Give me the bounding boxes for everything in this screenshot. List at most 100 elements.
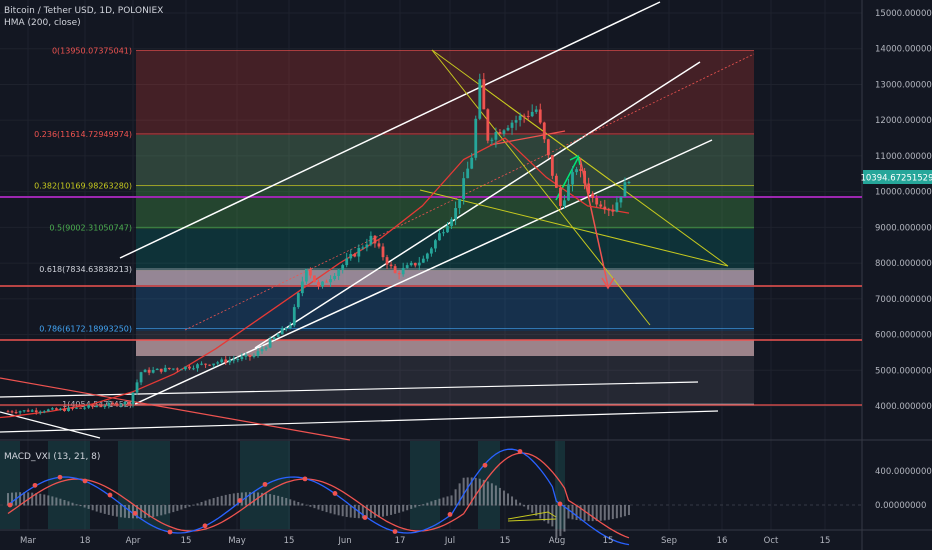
candle-body [6, 411, 10, 413]
time-tick-label: 15 [820, 536, 831, 546]
candle-body [385, 257, 389, 265]
macd-bar [176, 505, 179, 511]
candle-body [135, 382, 139, 393]
macd-bar [43, 494, 46, 506]
macd-dot [57, 474, 63, 480]
time-tick-label: May [228, 536, 246, 546]
candle-body [87, 405, 91, 408]
macd-bar [470, 477, 473, 506]
chart-symbol-title[interactable]: Bitcoin / Tether USD, 1D, POLONIEX [4, 6, 164, 16]
macd-dot [302, 476, 308, 482]
macd-bar [172, 505, 175, 513]
candle-body [95, 406, 99, 408]
candle-body [63, 408, 66, 412]
macd-zone [478, 441, 500, 529]
macd-bar [200, 501, 203, 506]
price-tick-label: 11000.00000000 [875, 152, 932, 162]
candle-body [167, 367, 171, 369]
macd-bar [551, 505, 554, 527]
macd-bar [595, 505, 598, 522]
macd-bar [490, 483, 493, 506]
candle-body [204, 363, 207, 365]
candle-body [482, 79, 486, 110]
fib-label: 0(13950.07375041) [52, 47, 132, 56]
candle-body [296, 293, 300, 308]
candle-body [397, 273, 401, 275]
macd-dot [167, 529, 173, 535]
macd-bar [269, 494, 272, 506]
resistance-zone-7834[interactable] [136, 270, 754, 285]
price-tick-label: 14000.00000000 [875, 45, 932, 55]
macd-bar [337, 505, 340, 516]
candle-body [587, 183, 591, 194]
macd-bar [123, 505, 126, 518]
macd-bar [454, 489, 457, 506]
macd-bar [446, 496, 449, 506]
candle-body [530, 111, 534, 117]
candle-body [309, 269, 312, 276]
macd-pane[interactable] [0, 441, 862, 546]
grid-lines [0, 0, 862, 530]
macd-bar [523, 505, 526, 507]
candle-body [236, 359, 240, 361]
macd-bar [579, 505, 582, 521]
hma-line[interactable] [0, 137, 630, 420]
macd-bar [365, 505, 368, 519]
candle-body [280, 328, 284, 335]
macd-bar [119, 505, 122, 518]
macd-bar [321, 505, 324, 511]
price-axis[interactable]: 15000.00000000 14000.00000000 13000.000000… [875, 9, 932, 412]
candle-body [591, 193, 595, 198]
macd-dot [202, 523, 208, 529]
candle-body [446, 226, 449, 233]
candle-body [438, 233, 441, 241]
candle-body [54, 408, 58, 410]
candle-body [325, 281, 328, 283]
candle-body [494, 131, 498, 140]
macd-bar [87, 505, 90, 509]
drawing-tools[interactable] [0, 1, 755, 441]
candles[interactable] [6, 73, 631, 415]
candle-body [563, 200, 566, 206]
candle-body [79, 407, 82, 409]
macd-indicator-label[interactable]: MACD_VXI (13, 21, 8) [4, 452, 101, 462]
macd-bar [31, 492, 34, 506]
macd-bar [341, 505, 344, 517]
macd-bar [168, 505, 171, 514]
candle-body [337, 269, 341, 276]
candle-body [429, 248, 433, 254]
macd-bar [192, 504, 195, 506]
time-axis[interactable]: Mar 18 Apr 15 May 15 Jun 17 Jul 15 Aug 15 Sep 16 Oct 15 [20, 536, 830, 546]
fib-retracement-zones[interactable] [136, 50, 754, 406]
candle-body [554, 175, 558, 188]
macd-bar [591, 505, 594, 522]
macd-bar [188, 505, 191, 507]
candle-body [192, 368, 195, 370]
time-tick-label: 18 [80, 536, 91, 546]
resistance-zone-5600[interactable] [136, 340, 754, 356]
macd-bar [587, 505, 590, 522]
macd-bar [402, 505, 405, 512]
candle-body [575, 169, 578, 173]
macd-zone [555, 441, 565, 529]
candle-body [212, 363, 216, 366]
candle-body [171, 368, 175, 370]
macd-line [7, 448, 630, 546]
candle-body [345, 258, 349, 266]
price-tick-label: 5000.00000000 [875, 366, 932, 376]
macd-bar [329, 505, 332, 514]
candle-body [373, 235, 377, 244]
fib-label: 0.618(7834.63838213) [39, 265, 132, 274]
candle-body [103, 405, 107, 407]
support-line-long-1 [0, 381, 699, 398]
hma-indicator-label[interactable]: HMA (200, close) [4, 18, 81, 28]
macd-bar [619, 505, 622, 518]
macd-bar [599, 505, 602, 521]
macd-bar [511, 496, 514, 506]
macd-tick-400: 400.00000000 [875, 467, 932, 477]
candle-body [526, 115, 530, 117]
candle-body [224, 359, 228, 363]
macd-bar [144, 505, 147, 518]
candle-body [46, 409, 50, 412]
